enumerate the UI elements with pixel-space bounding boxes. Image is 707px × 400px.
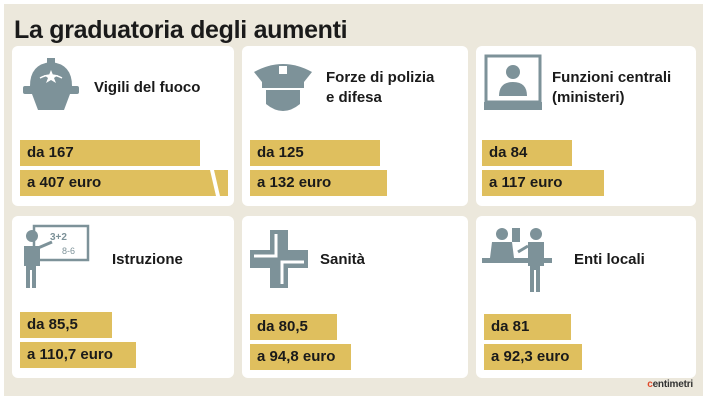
counter-clerk-icon <box>482 228 552 292</box>
teacher-blackboard-icon: 3+2 8-6 <box>24 224 90 288</box>
brand-logo-text: entimetri <box>652 379 694 390</box>
bar-break-mark <box>210 170 220 196</box>
svg-text:3+2: 3+2 <box>50 232 67 243</box>
card-vigili-del-fuoco: Vigili del fuoco da 167 a 407 euro <box>12 46 234 206</box>
bar-from: da 167 <box>20 140 200 166</box>
category-label-line-1: Funzioni centrali <box>552 69 672 86</box>
bar-to: a 110,7 euro <box>20 342 136 368</box>
svg-text:8-6: 8-6 <box>62 246 75 256</box>
bar-from: da 85,5 <box>20 312 112 338</box>
bar-to: a 132 euro <box>250 170 387 196</box>
brand-logo-mark: c <box>647 379 653 390</box>
infographic-frame: La graduatoria degli aumenti Vigili del … <box>4 4 703 396</box>
bar-from: da 81 <box>484 314 571 340</box>
category-label-line-2: (ministeri) <box>552 89 625 106</box>
bar-from: da 125 <box>250 140 380 166</box>
category-label-line-2: e difesa <box>326 89 382 106</box>
card-sanita: Sanità da 80,5 a 94,8 euro <box>242 216 468 378</box>
brand-logo: centimetri <box>647 379 693 390</box>
card-istruzione: 3+2 8-6 Istruzione da 85,5 a 110,7 euro <box>12 216 234 378</box>
bar-to: a 117 euro <box>482 170 604 196</box>
bar-from: da 84 <box>482 140 572 166</box>
page-title: La graduatoria degli aumenti <box>14 16 348 44</box>
bar-to: a 92,3 euro <box>484 344 582 370</box>
card-enti-locali: Enti locali da 81 a 92,3 euro <box>476 216 696 378</box>
police-cap-icon <box>254 64 312 111</box>
bar-from: da 80,5 <box>250 314 337 340</box>
category-label: Istruzione <box>112 251 183 268</box>
firefighter-helmet-icon <box>23 58 79 110</box>
bar-to: a 94,8 euro <box>250 344 351 370</box>
card-forze-di-polizia: Forze di polizia e difesa da 125 a 132 e… <box>242 46 468 206</box>
bar-to: a 407 euro <box>20 170 228 196</box>
category-label: Vigili del fuoco <box>94 79 201 96</box>
card-funzioni-centrali: Funzioni centrali (ministeri) da 84 a 11… <box>476 46 696 206</box>
category-label: Enti locali <box>574 251 645 268</box>
office-worker-icon <box>484 54 542 110</box>
health-cross-icon <box>250 230 308 288</box>
category-label: Sanità <box>320 251 366 268</box>
category-label-line-1: Forze di polizia <box>326 69 435 86</box>
